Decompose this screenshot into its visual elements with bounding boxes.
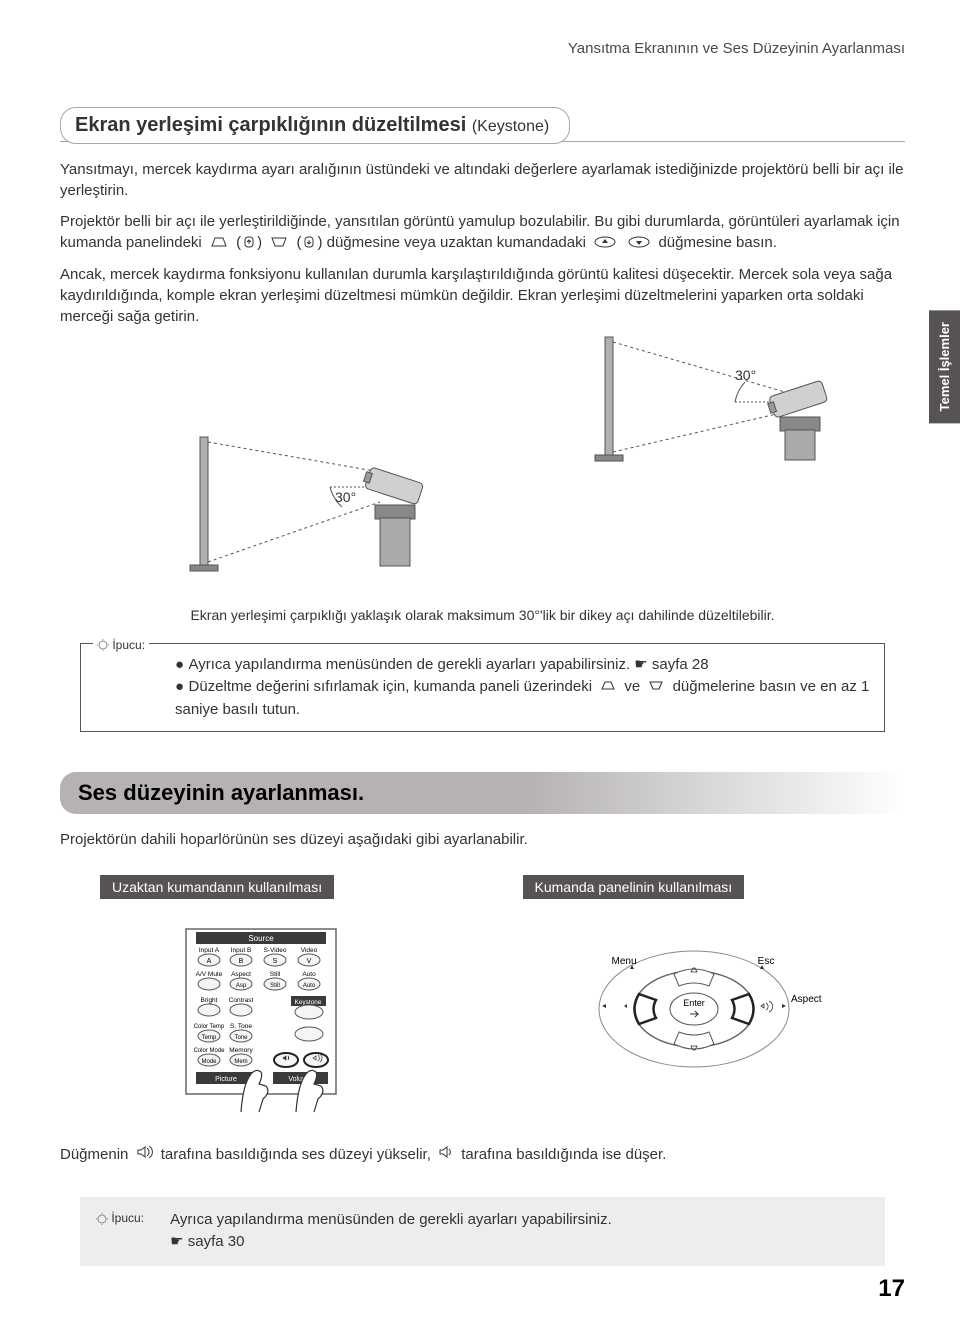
svg-text:Mode: Mode <box>202 1059 218 1065</box>
panel-label: Kumanda panelinin kullanılması <box>523 875 745 899</box>
remote-col: Uzaktan kumandanın kullanılması Source I… <box>100 875 443 1114</box>
svg-text:Enter: Enter <box>683 998 705 1008</box>
section1-p2b: düğmesine veya uzaktan kumandadaki <box>327 234 591 251</box>
section1-heading-wrap: Ekran yerleşimi çarpıklığının düzeltilme… <box>60 107 905 144</box>
remote-label: Uzaktan kumandanın kullanılması <box>100 875 334 899</box>
controls-row: Uzaktan kumandanın kullanılması Source I… <box>100 875 865 1114</box>
svg-text:Color Mode: Color Mode <box>194 1048 226 1054</box>
svg-text:Auto: Auto <box>303 983 316 989</box>
figure-left: 30° <box>180 427 460 582</box>
tip2-box: İpucu: Ayrıca yapılandırma menüsünden de… <box>80 1197 885 1266</box>
bullet-icon: ● <box>175 654 189 677</box>
tip1-l2b: ve <box>624 678 644 695</box>
section1-p2c: düğmesine basın. <box>658 234 776 251</box>
keystone-up-icon <box>209 233 229 254</box>
svg-text:Color Temp: Color Temp <box>194 1024 225 1030</box>
tip1-l1a: Ayrıca yapılandırma menüsünden de gerekl… <box>189 656 635 673</box>
section1-p3: Ancak, mercek kaydırma fonksiyonu kullan… <box>60 264 905 327</box>
tip2-content: Ayrıca yapılandırma menüsünden de gerekl… <box>170 1209 863 1254</box>
svg-text:Auto: Auto <box>303 971 317 978</box>
tip1-l2a: Düzeltme değerini sıfırlamak için, kuman… <box>189 678 597 695</box>
svg-text:A: A <box>207 958 212 965</box>
side-tab-label: Temel İşlemler <box>937 322 952 411</box>
remote-illustration: Source Input A Input B S-Video Video A B… <box>181 924 361 1114</box>
panel-illustration: Enter Menu Esc Aspect <box>564 944 824 1074</box>
svg-text:Aspect: Aspect <box>791 994 822 1005</box>
figure-right: 30° <box>585 327 865 472</box>
remote-up-icon <box>593 233 617 254</box>
svg-text:Input B: Input B <box>231 947 252 954</box>
remote-down-icon <box>627 233 651 254</box>
panel-col: Kumanda panelinin kullanılması Enter <box>523 875 866 1114</box>
angle-label-right: 30° <box>735 367 756 383</box>
svg-text:Video: Video <box>301 947 318 954</box>
svg-text:Still: Still <box>270 983 280 989</box>
svg-text:Still: Still <box>270 971 281 978</box>
svg-text:Memory: Memory <box>230 1047 254 1054</box>
svg-text:Input A: Input A <box>199 947 220 954</box>
svg-text:Menu: Menu <box>611 956 636 967</box>
section1-p2: Projektör belli bir açı ile yerleştirild… <box>60 211 905 254</box>
figure-caption: Ekran yerleşimi çarpıklığı yaklaşık olar… <box>60 607 905 623</box>
down-arrow-icon <box>304 233 314 254</box>
bullet-icon: ● <box>175 676 189 699</box>
tip2-text: Ayrıca yapılandırma menüsünden de gerekl… <box>170 1211 612 1228</box>
svg-text:A/V Mute: A/V Mute <box>196 971 223 978</box>
svg-text:S: S <box>273 958 278 965</box>
svg-text:S. Tone: S. Tone <box>230 1023 252 1030</box>
tip2-ref: sayfa 30 <box>184 1233 245 1250</box>
svg-text:Asp: Asp <box>236 983 247 989</box>
svg-text:S-Video: S-Video <box>264 947 287 954</box>
svg-text:Tone: Tone <box>235 1035 249 1041</box>
svg-text:Mem: Mem <box>235 1059 248 1065</box>
remote-source-label: Source <box>249 934 275 943</box>
tip2-label-text: İpucu: <box>111 1211 144 1225</box>
svg-text:Esc: Esc <box>757 956 774 967</box>
tip1-content: ●Ayrıca yapılandırma menüsünden de gerek… <box>175 654 870 722</box>
side-tab: Temel İşlemler <box>929 310 960 423</box>
section1-heading-text: Ekran yerleşimi çarpıklığının düzeltilme… <box>75 114 466 136</box>
volume-note: Düğmenin tarafına basıldığında ses düzey… <box>60 1144 905 1167</box>
volume-note-b: tarafına basıldığında ses düzeyi yükseli… <box>161 1146 435 1163</box>
svg-text:Picture: Picture <box>215 1076 237 1083</box>
tip1-box: İpucu: ●Ayrıca yapılandırma menüsünden d… <box>80 643 885 733</box>
volume-note-c: tarafına basıldığında ise düşer. <box>461 1146 666 1163</box>
section2-heading-wrap: Ses düzeyinin ayarlanması. <box>60 772 905 814</box>
svg-text:V: V <box>307 958 312 965</box>
tip1-line1: ●Ayrıca yapılandırma menüsünden de gerek… <box>175 654 870 677</box>
page-header: Yansıtma Ekranının ve Ses Düzeyinin Ayar… <box>60 40 905 57</box>
section2-heading: Ses düzeyinin ayarlanması. <box>60 772 905 814</box>
figures-row: 30° 30° <box>60 337 905 587</box>
tip1-l1b: sayfa 28 <box>648 656 709 673</box>
tip1-line2: ●Düzeltme değerini sıfırlamak için, kuma… <box>175 676 870 721</box>
section2-heading-text: Ses düzeyinin ayarlanması. <box>78 780 364 805</box>
tip1-label-text: İpucu: <box>112 638 145 652</box>
keystone-up-small-icon <box>599 676 617 699</box>
page-header-title: Yansıtma Ekranının ve Ses Düzeyinin Ayar… <box>568 40 905 57</box>
speaker-quiet-icon <box>438 1144 454 1167</box>
svg-text:Aspect: Aspect <box>231 971 251 978</box>
tip1-label: İpucu: <box>93 636 149 654</box>
pointer-icon: ☛ <box>170 1231 183 1254</box>
section2-intro: Projektörün dahili hoparlörünün ses düze… <box>60 829 905 850</box>
svg-text:Bright: Bright <box>201 997 218 1004</box>
svg-text:B: B <box>239 958 244 965</box>
svg-text:Temp: Temp <box>202 1035 217 1041</box>
angle-label-left: 30° <box>335 489 356 505</box>
section1-heading-sub: (Keystone) <box>472 118 549 135</box>
tip2-label: İpucu: <box>96 1209 166 1227</box>
page-number: 17 <box>878 1275 905 1303</box>
volume-note-a: Düğmenin <box>60 1146 133 1163</box>
section1-p1: Yansıtmayı, mercek kaydırma ayarı aralığ… <box>60 159 905 201</box>
keystone-down-icon <box>269 233 289 254</box>
keystone-down-small-icon <box>647 676 665 699</box>
section1-heading: Ekran yerleşimi çarpıklığının düzeltilme… <box>60 107 570 144</box>
svg-text:Contrast: Contrast <box>229 997 254 1004</box>
pointer-icon: ☛ <box>634 654 647 677</box>
speaker-loud-icon <box>136 1144 154 1167</box>
up-arrow-icon <box>244 233 254 254</box>
